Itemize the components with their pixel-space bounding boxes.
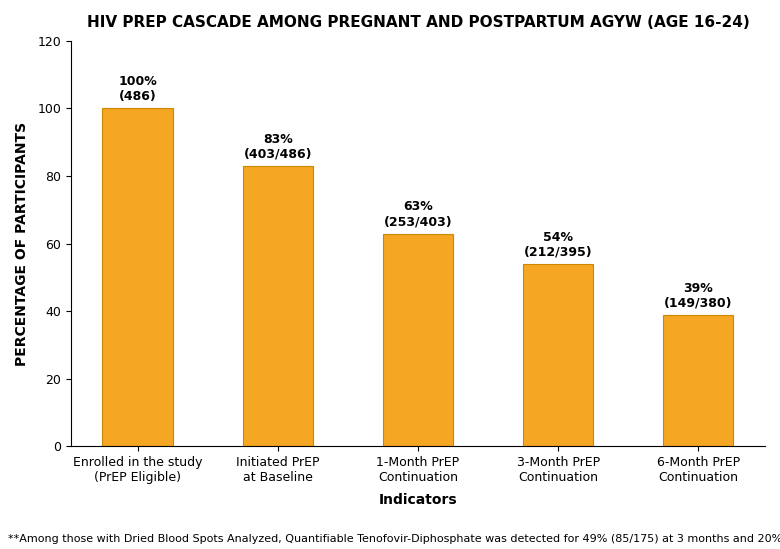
Text: 100%
(486): 100% (486) [118, 75, 157, 103]
Text: 54%
(212/395): 54% (212/395) [524, 231, 593, 259]
Text: 83%
(403/486): 83% (403/486) [243, 133, 312, 161]
Bar [663, 315, 733, 446]
Text: 63%
(253/403): 63% (253/403) [384, 200, 452, 228]
Text: 39%
(149/380): 39% (149/380) [664, 282, 732, 310]
X-axis label: Indicators: Indicators [378, 492, 457, 507]
Bar [383, 233, 453, 446]
Text: **Among those with Dried Blood Spots Analyzed, Quantifiable Tenofovir-Diphosphat: **Among those with Dried Blood Spots Ana… [8, 534, 780, 544]
Title: HIV PREP CASCADE AMONG PREGNANT AND POSTPARTUM AGYW (AGE 16-24): HIV PREP CASCADE AMONG PREGNANT AND POST… [87, 15, 750, 30]
Bar [102, 109, 172, 446]
Bar [243, 166, 313, 446]
Y-axis label: PERCENTAGE OF PARTICIPANTS: PERCENTAGE OF PARTICIPANTS [15, 122, 29, 366]
Bar [523, 264, 594, 446]
